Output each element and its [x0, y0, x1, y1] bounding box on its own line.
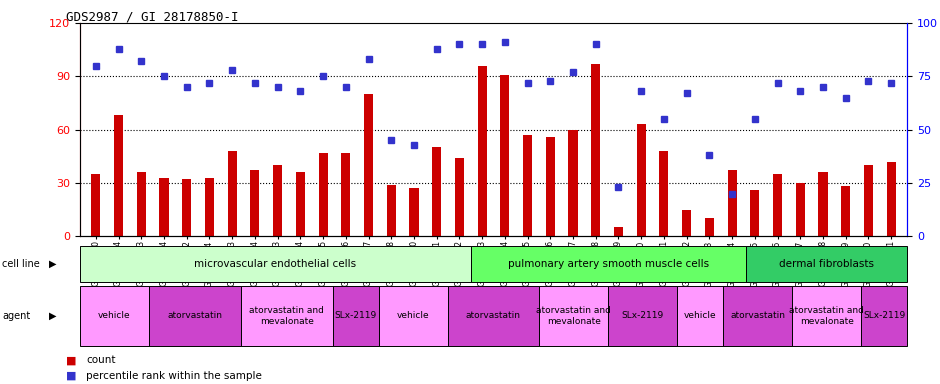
- Text: atorvastatin: atorvastatin: [167, 311, 222, 320]
- Text: dermal fibroblasts: dermal fibroblasts: [779, 259, 874, 269]
- Bar: [319, 153, 328, 236]
- Bar: [136, 172, 146, 236]
- Bar: [678, 286, 723, 346]
- Bar: [523, 135, 532, 236]
- Bar: [569, 129, 577, 236]
- Bar: [636, 124, 646, 236]
- Text: atorvastatin: atorvastatin: [730, 311, 785, 320]
- Bar: [241, 286, 333, 346]
- Bar: [227, 151, 237, 236]
- Bar: [80, 246, 471, 282]
- Bar: [746, 246, 907, 282]
- Text: vehicle: vehicle: [98, 311, 131, 320]
- Text: atorvastatin: atorvastatin: [466, 311, 521, 320]
- Text: GDS2987 / GI_28178850-I: GDS2987 / GI_28178850-I: [66, 10, 239, 23]
- Text: ▶: ▶: [49, 259, 56, 269]
- Bar: [273, 165, 282, 236]
- Text: atorvastatin and
mevalonate: atorvastatin and mevalonate: [537, 306, 611, 326]
- Text: atorvastatin and
mevalonate: atorvastatin and mevalonate: [790, 306, 864, 326]
- Bar: [886, 162, 896, 236]
- Bar: [471, 246, 746, 282]
- Bar: [333, 286, 379, 346]
- Text: percentile rank within the sample: percentile rank within the sample: [86, 371, 262, 381]
- Bar: [341, 153, 351, 236]
- Bar: [608, 286, 678, 346]
- Bar: [478, 66, 487, 236]
- Text: ■: ■: [66, 355, 76, 365]
- Text: agent: agent: [2, 311, 30, 321]
- Bar: [114, 115, 123, 236]
- Bar: [705, 218, 714, 236]
- Text: count: count: [86, 355, 116, 365]
- Text: vehicle: vehicle: [684, 311, 716, 320]
- Text: SLx-2119: SLx-2119: [335, 311, 377, 320]
- Text: atorvastatin and
mevalonate: atorvastatin and mevalonate: [249, 306, 324, 326]
- Bar: [614, 227, 623, 236]
- Bar: [364, 94, 373, 236]
- Bar: [723, 286, 792, 346]
- Text: cell line: cell line: [2, 259, 39, 269]
- Bar: [447, 286, 540, 346]
- Bar: [182, 179, 191, 236]
- Bar: [379, 286, 447, 346]
- Bar: [864, 165, 873, 236]
- Bar: [500, 74, 509, 236]
- Bar: [250, 170, 259, 236]
- Bar: [80, 286, 149, 346]
- Bar: [792, 286, 861, 346]
- Bar: [540, 286, 608, 346]
- Bar: [455, 158, 464, 236]
- Bar: [160, 177, 168, 236]
- Bar: [819, 172, 827, 236]
- Bar: [659, 151, 668, 236]
- Bar: [410, 188, 418, 236]
- Text: vehicle: vehicle: [397, 311, 430, 320]
- Bar: [796, 183, 805, 236]
- Bar: [546, 137, 555, 236]
- Text: SLx-2119: SLx-2119: [621, 311, 664, 320]
- Bar: [432, 147, 441, 236]
- Bar: [149, 286, 241, 346]
- Text: pulmonary artery smooth muscle cells: pulmonary artery smooth muscle cells: [508, 259, 709, 269]
- Bar: [296, 172, 305, 236]
- Text: microvascular endothelial cells: microvascular endothelial cells: [195, 259, 356, 269]
- Bar: [91, 174, 101, 236]
- Text: ▶: ▶: [49, 311, 56, 321]
- Text: ■: ■: [66, 371, 76, 381]
- Bar: [591, 64, 601, 236]
- Bar: [841, 187, 851, 236]
- Bar: [205, 177, 214, 236]
- Bar: [386, 185, 396, 236]
- Bar: [682, 210, 691, 236]
- Bar: [728, 170, 737, 236]
- Bar: [750, 190, 760, 236]
- Text: SLx-2119: SLx-2119: [863, 311, 905, 320]
- Bar: [861, 286, 907, 346]
- Bar: [773, 174, 782, 236]
